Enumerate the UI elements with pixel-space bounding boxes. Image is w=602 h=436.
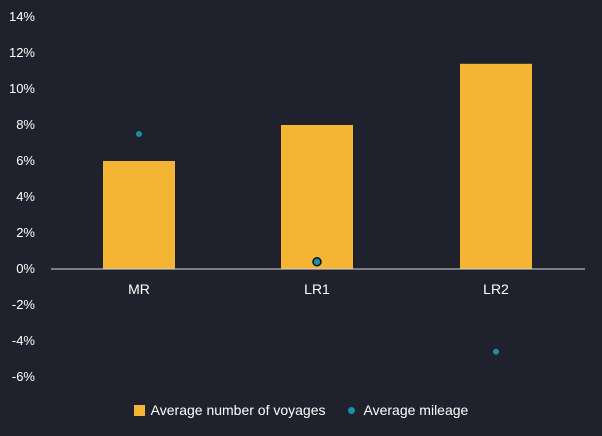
point-lr2 xyxy=(493,348,499,355)
legend-label-mileage: Average mileage xyxy=(363,402,469,418)
y-tick-label: 10% xyxy=(9,81,35,96)
bar-lr2 xyxy=(460,63,532,269)
bar-lr1 xyxy=(281,125,353,269)
point-mr xyxy=(136,131,142,137)
legend: Average number of voyages Average mileag… xyxy=(0,400,602,420)
y-tick-label: 14% xyxy=(9,9,35,24)
legend-swatch-mileage xyxy=(347,406,355,414)
y-tick-label: -2% xyxy=(12,297,36,312)
y-tick-label: -6% xyxy=(12,369,36,384)
legend-swatch-voyages xyxy=(133,404,145,416)
y-tick-label: 2% xyxy=(16,225,35,240)
y-tick-label: 8% xyxy=(16,117,35,132)
x-category-label: LR2 xyxy=(483,281,509,297)
y-tick-label: 4% xyxy=(16,189,35,204)
x-category-label: MR xyxy=(128,281,150,297)
legend-label-voyages: Average number of voyages xyxy=(150,402,326,418)
y-tick-label: 6% xyxy=(16,153,35,168)
point-lr1 xyxy=(312,257,322,267)
y-tick-label: 12% xyxy=(9,45,35,60)
y-tick-label: 0% xyxy=(16,261,35,276)
x-category-label: LR1 xyxy=(304,281,330,297)
legend-item-voyages: Average number of voyages xyxy=(133,402,326,418)
legend-item-mileage: Average mileage xyxy=(347,402,469,418)
y-tick-label: -4% xyxy=(12,333,36,348)
bar-mr xyxy=(103,161,175,269)
